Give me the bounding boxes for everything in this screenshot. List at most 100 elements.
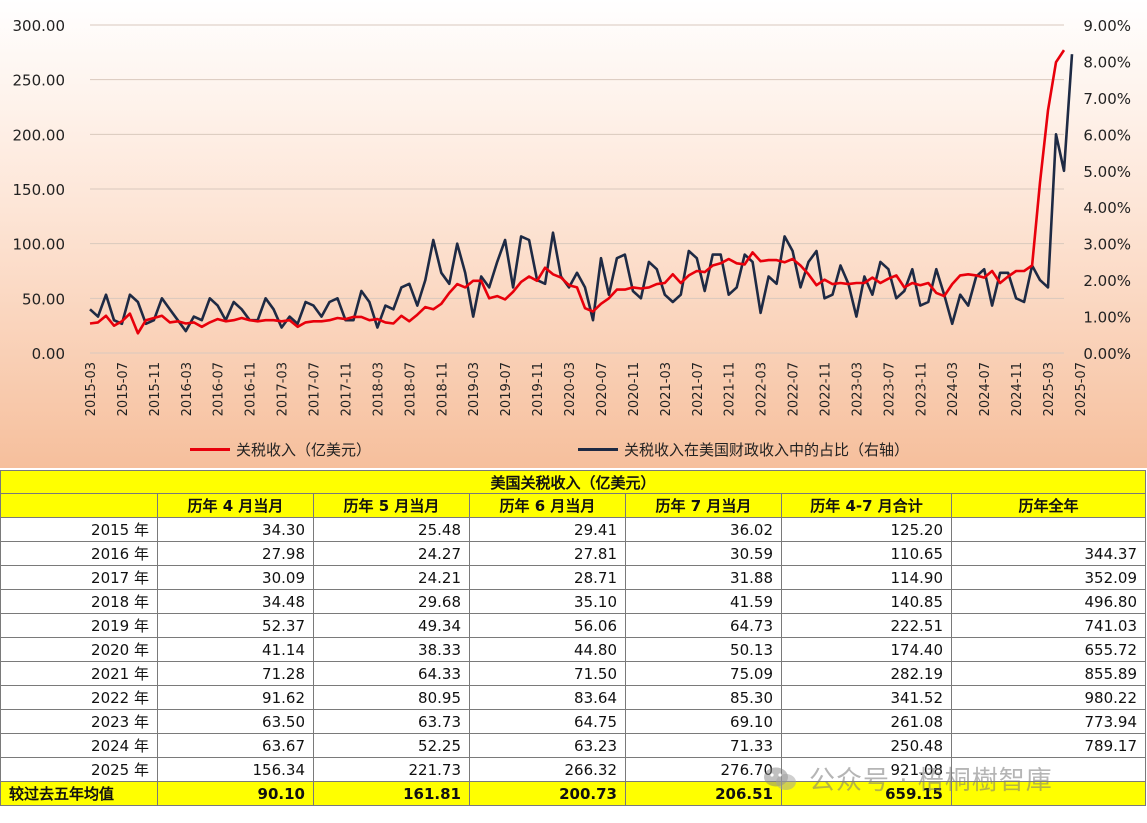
value-cell: 110.65	[781, 541, 952, 566]
value-cell: 41.14	[157, 637, 314, 662]
x-tick-label: 2018-11	[435, 362, 450, 416]
average-label: 较过去五年均值	[0, 781, 158, 806]
header-cell: 历年 6 月当月	[469, 493, 626, 518]
value-cell: 341.52	[781, 685, 952, 710]
average-value-cell: 206.51	[625, 781, 782, 806]
table-row: 2015 年 34.30 25.48 29.41 36.02 125.20	[0, 517, 1147, 542]
right-tick-label: 1.00%	[1083, 309, 1131, 327]
table-row: 2024 年 63.67 52.25 63.23 71.33 250.48 789.17	[0, 733, 1147, 758]
table-row: 2019 年 52.37 49.34 56.06 64.73 222.51 741.03	[0, 613, 1147, 638]
average-value-cell: 90.10	[157, 781, 314, 806]
value-cell: 921.08	[781, 757, 952, 782]
header-cell	[0, 493, 158, 518]
year-cell: 2018 年	[0, 589, 158, 614]
x-tick-label: 2020-07	[595, 362, 610, 416]
left-tick-label: 0.00	[32, 345, 65, 363]
x-axis-ticks: 2015-03 2015-07 2015-11 2016-03 2016-07 2016-…	[84, 362, 1089, 416]
value-cell: 34.30	[157, 517, 314, 542]
value-cell: 85.30	[625, 685, 782, 710]
year-cell: 2015 年	[0, 517, 158, 542]
table-header-row: 历年 4 月当月 历年 5 月当月 历年 6 月当月 历年 7 月当月 历年 4-7 月…	[0, 493, 1147, 518]
line-chart: 300.00250.00200.00150.00100.0050.000.00 …	[0, 0, 1147, 468]
value-cell: 27.98	[157, 541, 314, 566]
value-cell: 64.75	[469, 709, 626, 734]
x-tick-label: 2024-07	[978, 362, 993, 416]
x-tick-label: 2021-11	[723, 362, 738, 416]
legend-swatch-red	[190, 447, 230, 451]
value-cell: 41.59	[625, 589, 782, 614]
value-cell: 114.90	[781, 565, 952, 590]
year-cell: 2016 年	[0, 541, 158, 566]
x-tick-label: 2023-07	[882, 362, 897, 416]
value-cell: 344.37	[950, 541, 1147, 566]
header-cell: 历年 4 月当月	[157, 493, 314, 518]
series-line-tariff	[89, 49, 1066, 335]
left-tick-label: 150.00	[13, 181, 66, 199]
value-cell: 25.48	[313, 517, 470, 542]
right-tick-label: 2.00%	[1083, 272, 1131, 290]
value-cell: 63.67	[157, 733, 314, 758]
value-cell: 222.51	[781, 613, 952, 638]
value-cell: 789.17	[950, 733, 1147, 758]
table-row: 2017 年 30.09 24.21 28.71 31.88 114.90 352.09	[0, 565, 1147, 590]
right-tick-label: 7.00%	[1083, 90, 1131, 108]
x-tick-label: 2018-07	[403, 362, 418, 416]
value-cell: 980.22	[950, 685, 1147, 710]
value-cell: 221.73	[313, 757, 470, 782]
table-row: 2020 年 41.14 38.33 44.80 50.13 174.40 655.72	[0, 637, 1147, 662]
table-row: 2023 年 63.50 63.73 64.75 69.10 261.08 773.94	[0, 709, 1147, 734]
value-cell: 156.34	[157, 757, 314, 782]
value-cell: 261.08	[781, 709, 952, 734]
x-tick-label: 2020-03	[563, 362, 578, 416]
right-tick-label: 9.00%	[1083, 17, 1131, 35]
value-cell: 140.85	[781, 589, 952, 614]
x-tick-label: 2015-11	[148, 362, 163, 416]
average-value-cell: 200.73	[469, 781, 626, 806]
table-row: 2025 年 156.34 221.73 266.32 276.70 921.08	[0, 757, 1147, 782]
x-tick-label: 2022-11	[818, 362, 833, 416]
average-value-cell: 659.15	[781, 781, 952, 806]
table-title: 美国关税收入（亿美元）	[0, 470, 1147, 494]
x-tick-label: 2022-07	[787, 362, 802, 416]
value-cell: 34.48	[157, 589, 314, 614]
average-value-cell: 161.81	[313, 781, 470, 806]
tariff-table: 美国关税收入（亿美元） 历年 4 月当月 历年 5 月当月 历年 6 月当月 历年 7…	[0, 470, 1147, 806]
value-cell: 250.48	[781, 733, 952, 758]
x-tick-label: 2023-11	[914, 362, 929, 416]
value-cell: 75.09	[625, 661, 782, 686]
chart-area: 300.00 250.00 200.00 150.00 100.00 50.00 0.00 …	[0, 0, 1147, 468]
value-cell: 52.37	[157, 613, 314, 638]
x-tick-label: 2018-03	[371, 362, 386, 416]
value-cell: 28.71	[469, 565, 626, 590]
x-tick-label: 2016-07	[212, 362, 227, 416]
value-cell: 63.73	[313, 709, 470, 734]
year-cell: 2019 年	[0, 613, 158, 638]
value-cell: 71.33	[625, 733, 782, 758]
value-cell: 69.10	[625, 709, 782, 734]
left-tick-label: 50.00	[22, 290, 65, 308]
value-cell: 655.72	[950, 637, 1147, 662]
value-cell: 56.06	[469, 613, 626, 638]
header-cell: 历年 4-7 月合计	[781, 493, 952, 518]
value-cell: 64.73	[625, 613, 782, 638]
value-cell: 35.10	[469, 589, 626, 614]
value-cell: 30.09	[157, 565, 314, 590]
x-tick-label: 2024-03	[946, 362, 961, 416]
value-cell: 52.25	[313, 733, 470, 758]
wechat-icon	[764, 767, 796, 790]
right-tick-label: 6.00%	[1083, 126, 1131, 144]
series-lines	[89, 49, 1074, 335]
legend-item-tariff: 关税收入（亿美元）	[190, 438, 371, 460]
gridlines	[90, 24, 1064, 354]
value-cell: 276.70	[625, 757, 782, 782]
x-tick-label: 2019-11	[531, 362, 546, 416]
year-cell: 2021 年	[0, 661, 158, 686]
year-cell: 2024 年	[0, 733, 158, 758]
x-tick-label: 2021-03	[659, 362, 674, 416]
x-tick-label: 2022-03	[755, 362, 770, 416]
value-cell: 44.80	[469, 637, 626, 662]
left-tick-label: 300.00	[13, 17, 66, 35]
x-tick-label: 2019-03	[467, 362, 482, 416]
value-cell: 71.28	[157, 661, 314, 686]
year-cell: 2020 年	[0, 637, 158, 662]
